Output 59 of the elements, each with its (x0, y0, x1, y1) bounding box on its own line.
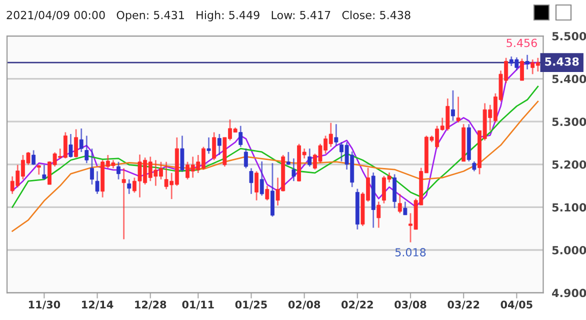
candlestick (244, 148, 248, 169)
line-series (12, 62, 539, 208)
candlestick (249, 168, 254, 195)
candlestick (451, 90, 455, 122)
candlestick (180, 135, 184, 172)
candlestick (90, 148, 94, 186)
candlestick (456, 96, 460, 124)
x-tick-label: 03/08 (394, 300, 426, 310)
candlestick (127, 178, 132, 195)
chart-title: 2021/04/09 00:00 Open: 5.431 High: 5.449 Low: 5.417 Close: 5.438 (6, 10, 410, 22)
candlestick (42, 164, 46, 180)
x-tick-label: 12/28 (135, 300, 166, 310)
y-tick-label: 5.000 (552, 246, 586, 254)
x-tick-label: 01/11 (182, 300, 214, 310)
candlestick (472, 160, 476, 172)
candlestick (79, 128, 84, 153)
line-series (12, 100, 539, 232)
y-tick-label: 5.300 (552, 118, 586, 126)
y-tick-label: 5.200 (552, 160, 586, 169)
y-tick-label: 4.900 (552, 288, 586, 298)
candlestick (36, 164, 41, 176)
x-tick-label: 04/05 (500, 300, 532, 310)
candlestick (116, 161, 120, 180)
ref-line-label: 5.438 (545, 57, 579, 66)
candlestick (260, 160, 264, 196)
candlestick (84, 135, 89, 164)
candlestick (520, 58, 524, 82)
candlestick (95, 170, 100, 195)
candlestick (32, 150, 36, 166)
candlestick (286, 151, 290, 166)
candlestick (206, 136, 211, 154)
candlestick (254, 170, 259, 202)
candlestick (292, 158, 296, 182)
x-tick-label: 03/22 (448, 300, 480, 310)
annotation: 5.456 (506, 38, 537, 48)
candlestick (238, 125, 243, 148)
candlestick (308, 148, 312, 168)
candlestick (398, 193, 402, 214)
line-series (12, 86, 539, 208)
candlestick (525, 54, 530, 70)
x-tick-label: 02/22 (342, 300, 373, 310)
x-tick-label: 01/25 (235, 300, 267, 310)
y-tick-label: 5.100 (552, 203, 586, 212)
candlestick (392, 174, 397, 209)
candlestick (265, 185, 270, 202)
x-tick-label: 12/14 (82, 300, 114, 310)
x-tick-label: 11/30 (28, 300, 60, 310)
candlestick (334, 123, 338, 146)
candlestick (376, 200, 381, 228)
candlestick (212, 132, 216, 161)
annotation: 5.018 (395, 248, 426, 256)
x-tick-label: 02/08 (288, 300, 320, 310)
candlestick (122, 168, 126, 240)
candlestick (217, 133, 222, 156)
y-tick-label: 5.500 (552, 32, 586, 40)
candlestick (74, 128, 78, 158)
candlestick (403, 200, 408, 216)
y-tick-label: 5.400 (552, 74, 586, 84)
candlestick (68, 133, 73, 158)
